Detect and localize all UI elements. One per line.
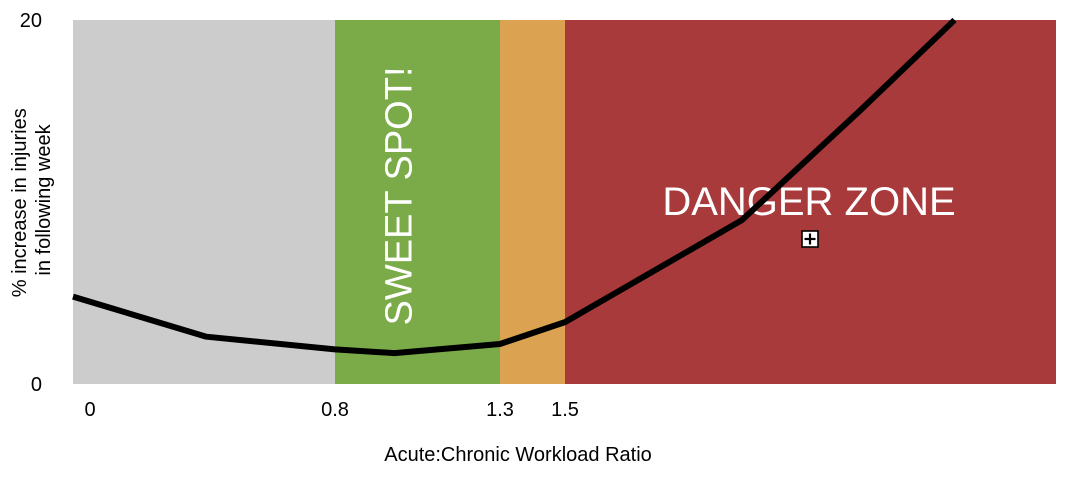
y-tick-labels: 0 20	[20, 10, 42, 396]
zone-label-sweet-spot: SWEET SPOT!	[379, 66, 421, 325]
zone-orange	[500, 20, 565, 384]
y-tick-label-20: 20	[20, 10, 42, 32]
y-axis-title-line-1: % increase in injuries	[9, 108, 31, 297]
line-layer	[72, 17, 957, 357]
zone-grey	[73, 20, 335, 384]
x-axis-title: Acute:Chronic Workload Ratio	[384, 444, 652, 466]
zone-red	[565, 20, 1056, 384]
zone-labels-layer: SWEET SPOT! DANGER ZONE	[379, 66, 956, 325]
y-axis-title-line-2: in following week	[33, 123, 55, 275]
zone-label-danger-zone: DANGER ZONE	[662, 180, 955, 224]
y-axis-title: % increase in injuries in following week	[9, 103, 55, 298]
x-tick-label-1-3: 1.3	[486, 399, 514, 421]
y-tick-label-0: 0	[31, 374, 42, 396]
x-tick-label-0: 0	[84, 399, 95, 421]
marker-layer	[801, 230, 819, 248]
zone-green	[335, 20, 500, 384]
zones-layer	[73, 20, 1056, 384]
x-tick-label-1-5: 1.5	[551, 399, 579, 421]
x-tick-label-0-8: 0.8	[321, 399, 349, 421]
x-tick-labels: 0 0.8 1.3 1.5	[84, 399, 578, 421]
